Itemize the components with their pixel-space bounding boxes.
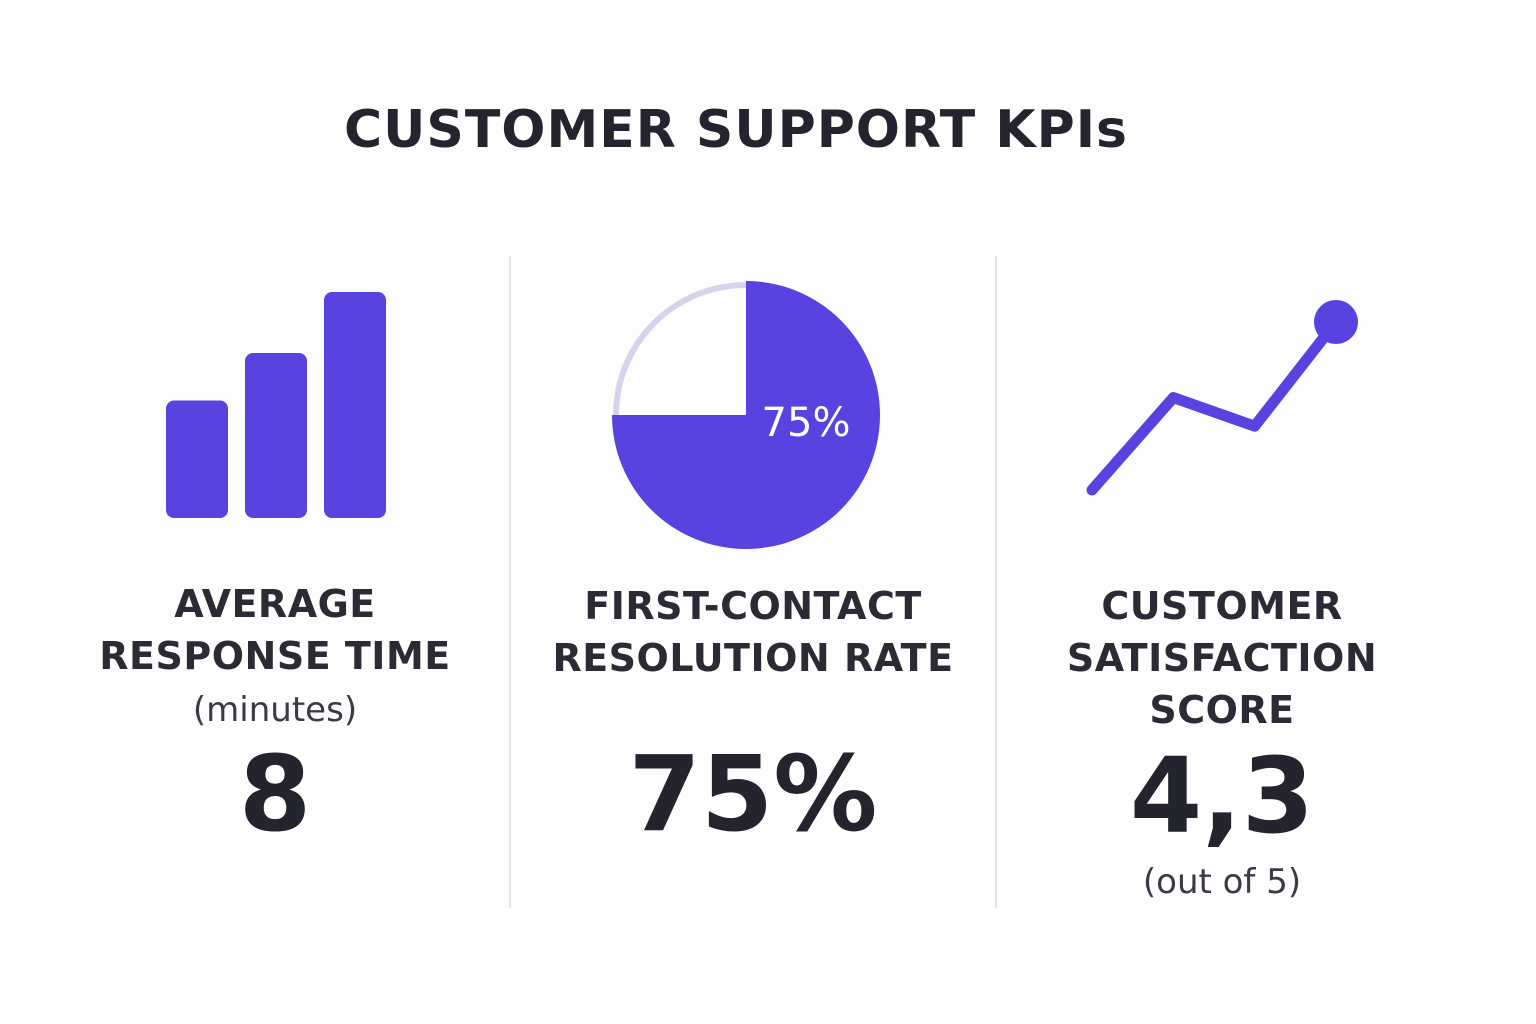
- kpi-label-line: SATISFACTION: [1066, 636, 1378, 680]
- trend-line-series: [1086, 316, 1342, 496]
- pie-data-label: 75%: [762, 400, 851, 446]
- kpi-value: 75%: [628, 733, 878, 855]
- bar-mark: [245, 353, 307, 518]
- kpi-scale-note: (out of 5): [1142, 862, 1302, 902]
- kpi-label-line: CUSTOMER: [1101, 584, 1343, 628]
- kpi-label-line: AVERAGE: [174, 582, 376, 626]
- page-title: CUSTOMER SUPPORT KPIs: [343, 100, 1128, 160]
- kpi-label-line: FIRST-CONTACT: [584, 584, 922, 628]
- kpi-label-line: RESOLUTION RATE: [552, 636, 954, 680]
- bar-mark: [324, 292, 386, 518]
- pie-slice-resolved: [612, 281, 880, 549]
- kpi-label: AVERAGE RESPONSE TIME: [40, 578, 510, 682]
- trend-end-point: [1314, 300, 1358, 344]
- kpi-label: FIRST-CONTACT RESOLUTION RATE: [510, 580, 996, 684]
- bar-chart-icon: [166, 292, 386, 518]
- pie-chart-icon: 75%: [612, 281, 880, 549]
- kpi-label-line: RESPONSE TIME: [99, 634, 451, 678]
- column-divider: [995, 256, 997, 908]
- kpi-value: 8: [238, 733, 312, 855]
- column-divider: [509, 256, 511, 908]
- kpi-value: 4,3: [1129, 735, 1315, 857]
- kpi-first-contact-resolution: 75% FIRST-CONTACT RESOLUTION RATE 75%: [510, 0, 996, 1024]
- kpi-unit: (minutes): [192, 690, 358, 730]
- trend-line-icon: [1086, 300, 1358, 496]
- kpi-label-line: SCORE: [1149, 688, 1295, 732]
- bar-mark: [166, 400, 228, 518]
- kpi-customer-satisfaction: CUSTOMER SATISFACTION SCORE 4,3 (out of …: [996, 0, 1448, 1024]
- kpi-average-response-time: AVERAGE RESPONSE TIME (minutes) 8: [40, 0, 510, 1024]
- kpi-label: CUSTOMER SATISFACTION SCORE: [996, 580, 1448, 736]
